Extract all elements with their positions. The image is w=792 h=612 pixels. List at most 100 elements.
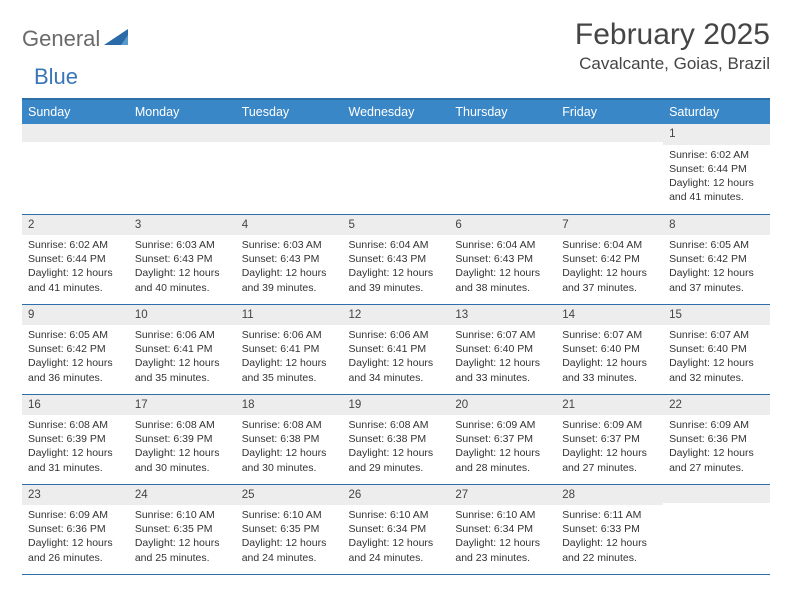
calendar-day-cell: 8Sunrise: 6:05 AM Sunset: 6:42 PM Daylig… — [663, 214, 770, 304]
day-number: 24 — [129, 485, 236, 506]
day-details: Sunrise: 6:03 AM Sunset: 6:43 PM Dayligh… — [236, 235, 343, 297]
weekday-header: Sunday — [22, 99, 129, 124]
day-number — [556, 124, 663, 142]
calendar-day-cell: 6Sunrise: 6:04 AM Sunset: 6:43 PM Daylig… — [449, 214, 556, 304]
day-details: Sunrise: 6:02 AM Sunset: 6:44 PM Dayligh… — [663, 145, 770, 207]
calendar-page: General February 2025 Cavalcante, Goias,… — [0, 0, 792, 585]
day-number: 20 — [449, 395, 556, 416]
day-details: Sunrise: 6:03 AM Sunset: 6:43 PM Dayligh… — [129, 235, 236, 297]
calendar-day-cell: 3Sunrise: 6:03 AM Sunset: 6:43 PM Daylig… — [129, 214, 236, 304]
calendar-day-cell: 5Sunrise: 6:04 AM Sunset: 6:43 PM Daylig… — [343, 214, 450, 304]
day-details: Sunrise: 6:08 AM Sunset: 6:38 PM Dayligh… — [343, 415, 450, 477]
day-number: 3 — [129, 215, 236, 236]
calendar-week-row: 9Sunrise: 6:05 AM Sunset: 6:42 PM Daylig… — [22, 304, 770, 394]
calendar-day-cell — [129, 124, 236, 214]
calendar-day-cell: 9Sunrise: 6:05 AM Sunset: 6:42 PM Daylig… — [22, 304, 129, 394]
day-details: Sunrise: 6:09 AM Sunset: 6:36 PM Dayligh… — [22, 505, 129, 567]
day-details: Sunrise: 6:04 AM Sunset: 6:43 PM Dayligh… — [449, 235, 556, 297]
calendar-week-row: 1Sunrise: 6:02 AM Sunset: 6:44 PM Daylig… — [22, 124, 770, 214]
day-details — [663, 503, 770, 508]
day-details: Sunrise: 6:11 AM Sunset: 6:33 PM Dayligh… — [556, 505, 663, 567]
weekday-header: Monday — [129, 99, 236, 124]
day-number — [343, 124, 450, 142]
day-number: 26 — [343, 485, 450, 506]
day-details: Sunrise: 6:07 AM Sunset: 6:40 PM Dayligh… — [663, 325, 770, 387]
day-number — [129, 124, 236, 142]
day-number — [236, 124, 343, 142]
calendar-day-cell: 19Sunrise: 6:08 AM Sunset: 6:38 PM Dayli… — [343, 394, 450, 484]
day-details: Sunrise: 6:05 AM Sunset: 6:42 PM Dayligh… — [663, 235, 770, 297]
day-number: 16 — [22, 395, 129, 416]
calendar-day-cell — [663, 484, 770, 574]
calendar-day-cell: 17Sunrise: 6:08 AM Sunset: 6:39 PM Dayli… — [129, 394, 236, 484]
calendar-day-cell: 16Sunrise: 6:08 AM Sunset: 6:39 PM Dayli… — [22, 394, 129, 484]
day-details: Sunrise: 6:07 AM Sunset: 6:40 PM Dayligh… — [449, 325, 556, 387]
day-details: Sunrise: 6:10 AM Sunset: 6:35 PM Dayligh… — [236, 505, 343, 567]
day-details: Sunrise: 6:02 AM Sunset: 6:44 PM Dayligh… — [22, 235, 129, 297]
day-number: 27 — [449, 485, 556, 506]
day-number: 14 — [556, 305, 663, 326]
day-number: 8 — [663, 215, 770, 236]
calendar-day-cell: 20Sunrise: 6:09 AM Sunset: 6:37 PM Dayli… — [449, 394, 556, 484]
calendar-day-cell: 22Sunrise: 6:09 AM Sunset: 6:36 PM Dayli… — [663, 394, 770, 484]
calendar-header-row: Sunday Monday Tuesday Wednesday Thursday… — [22, 99, 770, 124]
day-number — [22, 124, 129, 142]
calendar-day-cell: 21Sunrise: 6:09 AM Sunset: 6:37 PM Dayli… — [556, 394, 663, 484]
calendar-day-cell: 27Sunrise: 6:10 AM Sunset: 6:34 PM Dayli… — [449, 484, 556, 574]
calendar-day-cell: 10Sunrise: 6:06 AM Sunset: 6:41 PM Dayli… — [129, 304, 236, 394]
weekday-header: Tuesday — [236, 99, 343, 124]
calendar-day-cell: 28Sunrise: 6:11 AM Sunset: 6:33 PM Dayli… — [556, 484, 663, 574]
day-number — [663, 485, 770, 503]
day-details: Sunrise: 6:09 AM Sunset: 6:36 PM Dayligh… — [663, 415, 770, 477]
calendar-day-cell: 15Sunrise: 6:07 AM Sunset: 6:40 PM Dayli… — [663, 304, 770, 394]
calendar-table: Sunday Monday Tuesday Wednesday Thursday… — [22, 98, 770, 575]
calendar-day-cell: 13Sunrise: 6:07 AM Sunset: 6:40 PM Dayli… — [449, 304, 556, 394]
day-details: Sunrise: 6:09 AM Sunset: 6:37 PM Dayligh… — [556, 415, 663, 477]
day-details: Sunrise: 6:10 AM Sunset: 6:34 PM Dayligh… — [449, 505, 556, 567]
calendar-day-cell: 4Sunrise: 6:03 AM Sunset: 6:43 PM Daylig… — [236, 214, 343, 304]
day-details: Sunrise: 6:10 AM Sunset: 6:34 PM Dayligh… — [343, 505, 450, 567]
day-details: Sunrise: 6:05 AM Sunset: 6:42 PM Dayligh… — [22, 325, 129, 387]
day-number: 6 — [449, 215, 556, 236]
weekday-header: Wednesday — [343, 99, 450, 124]
calendar-day-cell — [449, 124, 556, 214]
day-details: Sunrise: 6:06 AM Sunset: 6:41 PM Dayligh… — [236, 325, 343, 387]
day-number: 22 — [663, 395, 770, 416]
day-details: Sunrise: 6:08 AM Sunset: 6:38 PM Dayligh… — [236, 415, 343, 477]
day-details — [236, 142, 343, 147]
calendar-day-cell: 18Sunrise: 6:08 AM Sunset: 6:38 PM Dayli… — [236, 394, 343, 484]
day-details: Sunrise: 6:10 AM Sunset: 6:35 PM Dayligh… — [129, 505, 236, 567]
location-text: Cavalcante, Goias, Brazil — [575, 54, 770, 74]
day-number: 13 — [449, 305, 556, 326]
calendar-body: 1Sunrise: 6:02 AM Sunset: 6:44 PM Daylig… — [22, 124, 770, 574]
day-number: 17 — [129, 395, 236, 416]
calendar-week-row: 2Sunrise: 6:02 AM Sunset: 6:44 PM Daylig… — [22, 214, 770, 304]
day-details — [343, 142, 450, 147]
day-number: 12 — [343, 305, 450, 326]
day-number: 2 — [22, 215, 129, 236]
calendar-day-cell: 12Sunrise: 6:06 AM Sunset: 6:41 PM Dayli… — [343, 304, 450, 394]
calendar-day-cell: 23Sunrise: 6:09 AM Sunset: 6:36 PM Dayli… — [22, 484, 129, 574]
calendar-week-row: 16Sunrise: 6:08 AM Sunset: 6:39 PM Dayli… — [22, 394, 770, 484]
calendar-day-cell — [22, 124, 129, 214]
day-number: 4 — [236, 215, 343, 236]
day-number: 23 — [22, 485, 129, 506]
day-details: Sunrise: 6:08 AM Sunset: 6:39 PM Dayligh… — [22, 415, 129, 477]
calendar-day-cell: 26Sunrise: 6:10 AM Sunset: 6:34 PM Dayli… — [343, 484, 450, 574]
day-number: 15 — [663, 305, 770, 326]
calendar-day-cell: 14Sunrise: 6:07 AM Sunset: 6:40 PM Dayli… — [556, 304, 663, 394]
day-details: Sunrise: 6:06 AM Sunset: 6:41 PM Dayligh… — [343, 325, 450, 387]
day-number: 28 — [556, 485, 663, 506]
calendar-week-row: 23Sunrise: 6:09 AM Sunset: 6:36 PM Dayli… — [22, 484, 770, 574]
day-details: Sunrise: 6:09 AM Sunset: 6:37 PM Dayligh… — [449, 415, 556, 477]
calendar-day-cell: 25Sunrise: 6:10 AM Sunset: 6:35 PM Dayli… — [236, 484, 343, 574]
logo-text-general: General — [22, 26, 100, 52]
day-details — [556, 142, 663, 147]
day-details: Sunrise: 6:08 AM Sunset: 6:39 PM Dayligh… — [129, 415, 236, 477]
day-details — [129, 142, 236, 147]
weekday-header: Friday — [556, 99, 663, 124]
day-details: Sunrise: 6:06 AM Sunset: 6:41 PM Dayligh… — [129, 325, 236, 387]
day-number: 25 — [236, 485, 343, 506]
day-details: Sunrise: 6:04 AM Sunset: 6:42 PM Dayligh… — [556, 235, 663, 297]
day-details: Sunrise: 6:04 AM Sunset: 6:43 PM Dayligh… — [343, 235, 450, 297]
